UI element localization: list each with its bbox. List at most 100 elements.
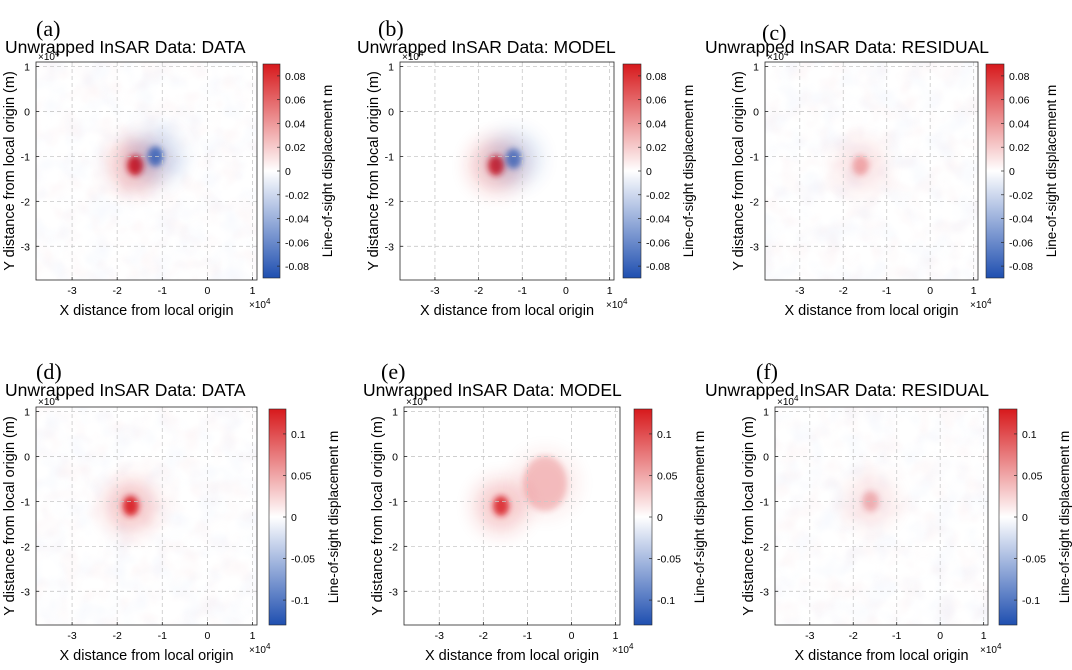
x-axis-label: X distance from local origin	[420, 303, 594, 319]
colorbar-tick-label: 0.08	[1009, 71, 1030, 83]
x-axis-label: X distance from local origin	[794, 648, 968, 664]
x-tick-label: -2	[113, 630, 122, 642]
y-exponent: ×104	[402, 49, 424, 63]
x-tick-label: 1	[250, 630, 256, 642]
x-tick-label: 0	[937, 630, 943, 642]
x-tick-label: -2	[113, 285, 122, 297]
colorbar-tick-label: 0.05	[657, 470, 678, 482]
x-tick-label: 0	[204, 285, 210, 297]
heatmap-area	[36, 407, 257, 625]
colorbar-tick-label: 0	[285, 166, 291, 178]
panel-c: (c)Unwrapped InSAR Data: RESIDUAL -3 -2 -1 0…	[705, 20, 1059, 319]
axes-frame	[774, 406, 989, 626]
x-tick-label: 1	[971, 285, 977, 297]
colorbar-tick-label: -0.04	[1009, 214, 1033, 226]
x-axis-label: X distance from local origin	[59, 648, 233, 664]
colorbar-tick-label: 0	[291, 512, 297, 524]
x-tick-label: 1	[250, 285, 256, 297]
panel-title: Unwrapped InSAR Data: RESIDUAL	[705, 380, 989, 400]
y-tick-label: 1	[392, 406, 398, 418]
x-tick-label: 0	[927, 285, 933, 297]
colorbar-label: Line-of-sight displacement m	[1044, 85, 1059, 258]
y-axis-label: Y distance from local origin (m)	[366, 71, 382, 271]
y-exponent: ×104	[767, 49, 789, 63]
colorbar-tick-label: 0.02	[285, 142, 306, 154]
colorbar-tick-label: 0.06	[1009, 95, 1030, 107]
colorbar-tick-label: -0.06	[646, 237, 670, 249]
displacement-lobe	[505, 148, 522, 169]
heatmap-area	[400, 62, 614, 280]
panel-e: (e)Unwrapped InSAR Data: MODEL -3 -2 -1 0 1 1 0…	[363, 359, 707, 664]
colorbar-tick-label: 0.08	[285, 71, 306, 83]
heatmap-area	[775, 407, 988, 625]
y-tick-label: -2	[389, 541, 398, 553]
x-tick-label: -3	[430, 285, 439, 297]
y-axis-label: Y distance from local origin (m)	[370, 416, 386, 616]
colorbar-tick-label: 0.06	[646, 95, 667, 107]
y-tick-label: -3	[750, 241, 759, 253]
y-axis-label: Y distance from local origin (m)	[2, 71, 18, 271]
colorbar-tick-label: -0.02	[285, 190, 309, 202]
colorbar-tick-label: -0.04	[285, 214, 309, 226]
colorbar-tick-label: 0	[646, 166, 652, 178]
y-tick-label: -3	[21, 586, 30, 598]
colorbar-tick-label: 0.06	[285, 95, 306, 107]
y-tick-label: -3	[389, 586, 398, 598]
y-exponent: ×104	[777, 394, 799, 408]
axes-frame	[35, 406, 258, 626]
axes-frame	[764, 61, 979, 281]
colorbar-tick-label: -0.04	[646, 214, 670, 226]
colorbar-tick-label: 0.1	[657, 429, 672, 441]
colorbar-label: Line-of-sight displacement m	[692, 431, 707, 604]
panel-d: (d)Unwrapped InSAR Data: DATA -3 -2 -1 0 1 1 0 -…	[2, 359, 341, 664]
y-tick-label: -2	[21, 541, 30, 553]
y-tick-label: -2	[385, 196, 394, 208]
x-tick-label: -2	[479, 630, 488, 642]
heatmap-area	[404, 407, 620, 625]
x-axis-label: X distance from local origin	[425, 648, 599, 664]
x-tick-label: 0	[563, 285, 569, 297]
colorbar-tick-label: 0.08	[646, 71, 667, 83]
panel-letter: (d)	[36, 359, 62, 384]
heatmap-area	[765, 62, 978, 280]
colorbar-tick-label: 0	[1022, 512, 1028, 524]
x-exponent: ×104	[249, 642, 271, 656]
y-tick-label: -2	[760, 541, 769, 553]
colorbar-tick-label: -0.05	[291, 554, 315, 566]
x-tick-label: -1	[523, 630, 532, 642]
displacement-lobe	[492, 495, 509, 516]
panel-title: Unwrapped InSAR Data: MODEL	[357, 37, 616, 57]
panel-letter: (f)	[756, 359, 778, 384]
colorbar-tick-label: 0.02	[646, 142, 667, 154]
colorbar-tick-label: -0.06	[1009, 237, 1033, 249]
y-tick-label: -3	[385, 241, 394, 253]
x-tick-label: -3	[805, 630, 814, 642]
y-tick-label: -1	[385, 151, 394, 163]
y-tick-label: -2	[21, 196, 30, 208]
displacement-lobe	[862, 491, 879, 512]
colorbar-tick-label: -0.1	[291, 595, 309, 607]
y-axis-label: Y distance from local origin (m)	[731, 71, 747, 271]
y-tick-label: -3	[760, 586, 769, 598]
y-exponent: ×104	[38, 49, 60, 63]
colorbar-label: Line-of-sight displacement m	[681, 85, 696, 258]
colorbar-tick-label: 0.1	[1022, 429, 1037, 441]
x-exponent: ×104	[980, 642, 1002, 656]
y-tick-label: 0	[388, 106, 394, 118]
x-tick-label: 1	[607, 285, 613, 297]
colorbar-tick-label: 0	[657, 512, 663, 524]
colorbar-tick-label: 0.04	[1009, 118, 1030, 130]
panel-letter: (c)	[762, 20, 786, 45]
y-tick-label: -1	[750, 151, 759, 163]
colorbar-tick-label: 0.05	[291, 470, 312, 482]
y-tick-label: 0	[24, 106, 30, 118]
y-tick-label: -1	[21, 496, 30, 508]
x-tick-label: -2	[474, 285, 483, 297]
colorbar-tick-label: 0.02	[1009, 142, 1030, 154]
x-tick-label: 1	[981, 630, 987, 642]
colorbar-tick-label: -0.08	[285, 261, 309, 273]
x-tick-label: 1	[613, 630, 619, 642]
colorbar-tick-label: 0.1	[291, 429, 306, 441]
colorbar-tick-label: -0.08	[1009, 261, 1033, 273]
y-exponent: ×104	[406, 394, 428, 408]
